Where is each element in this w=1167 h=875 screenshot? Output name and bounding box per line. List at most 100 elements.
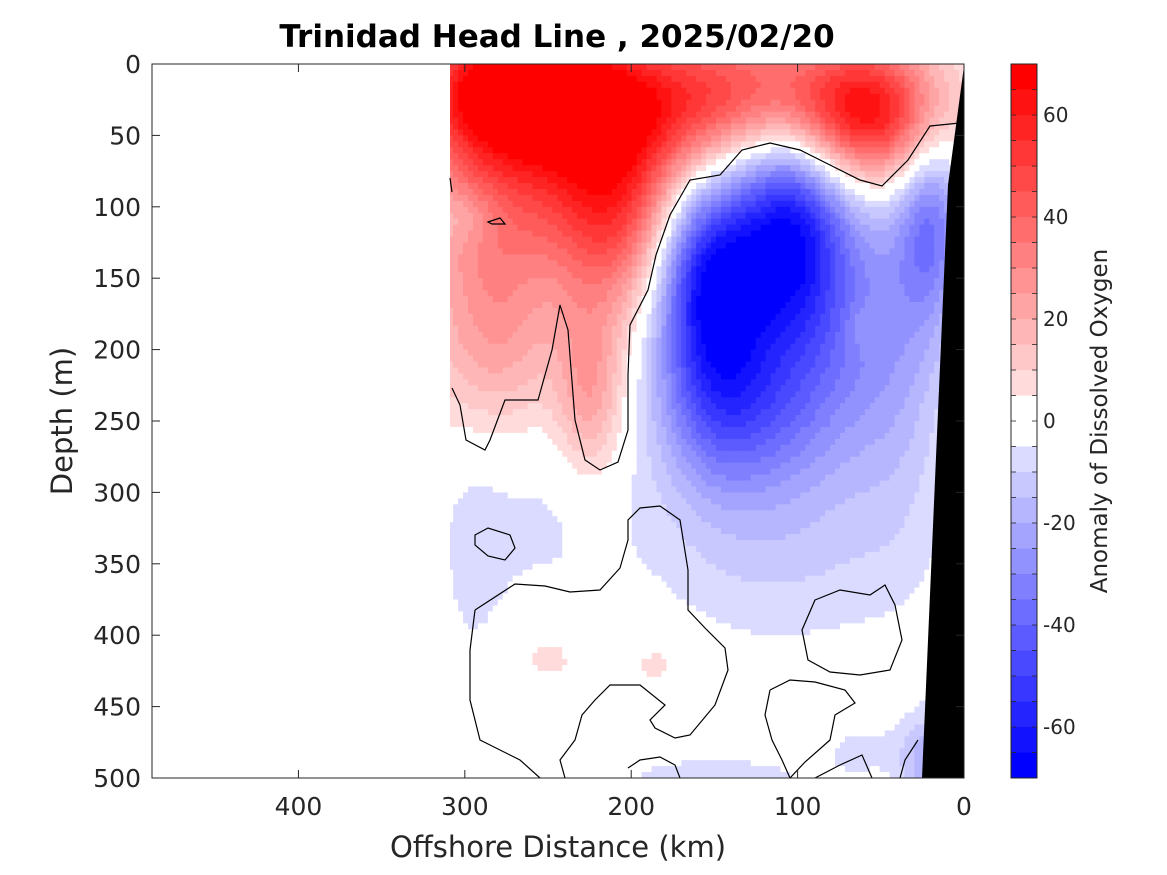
field-cell (532, 635, 539, 642)
field-cell (463, 212, 469, 220)
field-cell (592, 444, 598, 452)
field-cell (641, 99, 648, 107)
field-cell (547, 629, 553, 636)
field-cell (527, 117, 534, 125)
field-cell (512, 617, 519, 624)
field-cell (651, 415, 658, 422)
field-cell (537, 373, 544, 380)
field-cell (487, 528, 494, 535)
field-cell (611, 183, 618, 190)
field-cell (502, 319, 509, 327)
field-cell (582, 307, 588, 315)
field-cell (547, 522, 553, 529)
field-cell (606, 450, 613, 458)
field-cell (596, 159, 603, 166)
field-cell (512, 498, 519, 505)
field-cell (626, 736, 633, 743)
field-cell (626, 236, 633, 244)
field-cell (450, 153, 454, 160)
field-cell (453, 474, 459, 482)
field-cell (487, 426, 494, 434)
field-cell (522, 641, 529, 648)
field-cell (477, 69, 484, 77)
field-cell (606, 165, 613, 172)
field-cell (611, 337, 618, 345)
field-cell (547, 456, 553, 464)
field-cell (542, 647, 548, 654)
field-cell (587, 319, 593, 327)
field-cell (450, 623, 454, 630)
field-cell (552, 629, 558, 636)
field-cell (601, 171, 608, 178)
field-cell (463, 688, 469, 696)
field-cell (522, 93, 529, 101)
field-cell (606, 236, 613, 244)
field-cell (522, 278, 529, 285)
field-cell (507, 313, 514, 321)
field-cell (601, 670, 608, 678)
field-cell (631, 147, 638, 154)
field-cell (582, 450, 588, 458)
field-cell (450, 93, 454, 101)
field-cell (557, 183, 563, 190)
field-cell (522, 379, 529, 386)
field-cell (463, 206, 469, 214)
field-cell (651, 200, 658, 208)
field-cell (537, 212, 544, 220)
field-cell (487, 545, 494, 553)
field-cell (497, 647, 504, 654)
field-cell (592, 480, 598, 488)
anomaly-field (450, 64, 964, 778)
field-cell (636, 254, 643, 261)
field-cell (517, 611, 524, 618)
field-cell (487, 492, 494, 499)
field-cell (507, 379, 514, 386)
field-cell (606, 69, 613, 77)
field-cell (636, 617, 643, 624)
field-cell (626, 754, 633, 761)
field-cell (532, 754, 539, 761)
field-cell (616, 551, 623, 559)
field-cell (522, 147, 529, 154)
field-cell (636, 135, 643, 142)
field-cell (582, 409, 588, 416)
field-cell (641, 403, 648, 410)
field-cell (492, 724, 499, 731)
field-cell (611, 682, 618, 690)
field-cell (492, 617, 499, 624)
field-cell (596, 510, 603, 517)
field-cell (557, 587, 563, 595)
field-cell (631, 141, 638, 148)
field-cell (547, 248, 553, 255)
field-cell (502, 218, 509, 226)
field-cell (572, 772, 578, 778)
field-cell (527, 474, 534, 482)
field-cell (557, 593, 563, 601)
field-cell (453, 206, 459, 214)
field-cell (477, 587, 484, 595)
field-cell (472, 87, 479, 95)
field-cell (517, 510, 524, 517)
field-cell (468, 694, 474, 702)
field-cell (567, 498, 573, 505)
field-cell (592, 450, 598, 458)
field-cell (492, 653, 499, 660)
field-cell (517, 165, 524, 172)
field-cell (606, 188, 613, 196)
field-cell (596, 230, 603, 238)
field-cell (562, 69, 568, 77)
field-cell (626, 355, 633, 363)
field-cell (497, 99, 504, 107)
field-cell (522, 748, 529, 755)
field-cell (562, 325, 568, 333)
field-cell (641, 742, 648, 749)
field-cell (601, 664, 608, 672)
field-cell (606, 159, 613, 166)
field-cell (567, 676, 573, 684)
field-cell (631, 272, 638, 279)
field-cell (512, 159, 519, 166)
field-cell (450, 230, 454, 238)
field-cell (450, 141, 454, 148)
field-cell (572, 284, 578, 291)
field-cell (502, 492, 509, 499)
